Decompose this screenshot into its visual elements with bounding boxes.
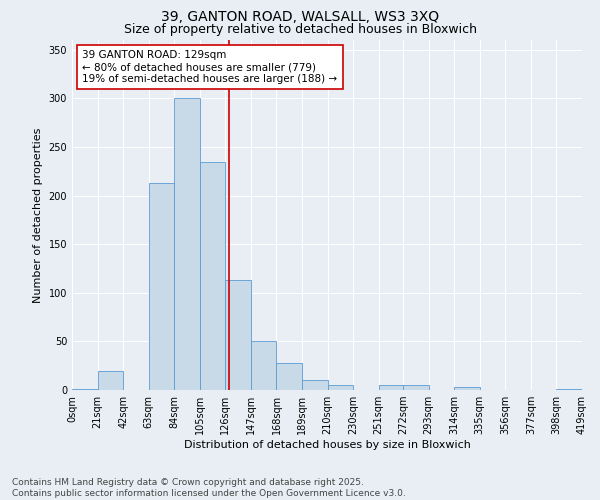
Text: Contains HM Land Registry data © Crown copyright and database right 2025.
Contai: Contains HM Land Registry data © Crown c…	[12, 478, 406, 498]
Bar	[556, 389, 582, 390]
Bar	[200, 162, 226, 390]
Bar	[72, 389, 98, 390]
X-axis label: Distribution of detached houses by size in Bloxwich: Distribution of detached houses by size …	[184, 440, 470, 450]
Bar	[226, 280, 251, 390]
Bar	[174, 98, 200, 390]
Text: Size of property relative to detached houses in Bloxwich: Size of property relative to detached ho…	[124, 22, 476, 36]
Bar	[277, 363, 302, 390]
Y-axis label: Number of detached properties: Number of detached properties	[33, 128, 43, 302]
Bar	[98, 370, 123, 390]
Bar	[454, 387, 480, 390]
Text: 39 GANTON ROAD: 129sqm
← 80% of detached houses are smaller (779)
19% of semi-de: 39 GANTON ROAD: 129sqm ← 80% of detached…	[82, 50, 337, 84]
Bar	[328, 385, 353, 390]
Bar	[379, 385, 404, 390]
Bar	[149, 183, 174, 390]
Bar	[251, 342, 277, 390]
Text: 39, GANTON ROAD, WALSALL, WS3 3XQ: 39, GANTON ROAD, WALSALL, WS3 3XQ	[161, 10, 439, 24]
Bar	[302, 380, 328, 390]
Bar	[403, 385, 428, 390]
